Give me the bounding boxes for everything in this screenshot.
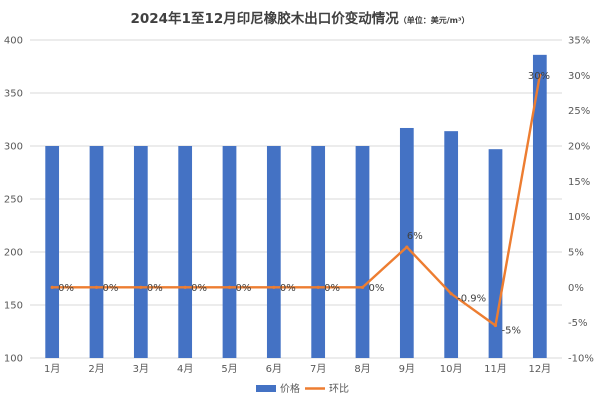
x-tick-label: 1月 — [44, 363, 60, 375]
legend: 价格 环比 — [256, 382, 349, 395]
x-tick-label: 10月 — [440, 363, 463, 375]
line-point — [94, 285, 99, 289]
x-tick-label: 9月 — [399, 363, 415, 375]
x-tick-label: 3月 — [133, 363, 149, 375]
bar — [133, 146, 148, 358]
y-left-tick-label: 150 — [4, 301, 23, 312]
chart-title: 2024年1至12月印尼橡胶木出口价变动情况（单位：美元/m³） — [130, 10, 469, 27]
legend-label-line: 环比 — [329, 383, 349, 395]
y-left-tick-label: 100 — [4, 354, 23, 365]
x-tick-label: 12月 — [528, 363, 551, 375]
bar — [311, 146, 326, 358]
bar — [45, 146, 60, 358]
line-point — [183, 285, 187, 289]
bar — [355, 146, 370, 358]
y-right-tick-label: -5% — [568, 318, 587, 329]
y-left-tick-label: 300 — [4, 142, 23, 153]
line-point — [227, 285, 232, 289]
x-tick-label: 11月 — [484, 363, 507, 375]
y-left-tick-label: 200 — [4, 248, 23, 259]
bar — [532, 54, 547, 359]
legend-label-bar: 价格 — [280, 382, 300, 395]
x-tick-label: 7月 — [310, 363, 326, 375]
line-data-label: 0% — [191, 283, 207, 294]
axes: 100 150 200 250 300 350 400 -10% -5% 0% 5% 10% 15% 20… — [4, 36, 594, 376]
gridlines — [30, 39, 562, 359]
line-series — [50, 73, 542, 328]
y-left-tick-label: 350 — [4, 89, 23, 100]
line-point — [449, 292, 453, 296]
line-data-label: 0% — [324, 283, 340, 294]
line-data-label: 0% — [280, 283, 296, 294]
y-right-tick-label: 35% — [568, 36, 590, 47]
line-point — [493, 323, 498, 328]
line-data-label: 0% — [58, 283, 74, 294]
line-data-label: 30% — [528, 71, 550, 82]
bar — [89, 146, 104, 358]
bar — [444, 131, 459, 358]
chart-title-unit: （单位：美元/m³） — [399, 15, 470, 25]
y-right-tick-label: 30% — [568, 71, 590, 82]
line-data-label: -5% — [502, 325, 521, 336]
y-right-tick-label: 25% — [568, 106, 590, 117]
line-point — [272, 285, 276, 289]
line-data-label: 0% — [369, 283, 385, 294]
line-point — [405, 245, 409, 249]
y-right-tick-label: 0% — [568, 283, 584, 294]
line-point — [538, 73, 542, 77]
y-right-tick-label: 10% — [568, 212, 590, 223]
line-data-label: -0.9% — [457, 294, 486, 305]
bar — [266, 146, 281, 358]
line-point — [316, 285, 320, 289]
x-tick-label: 2月 — [88, 363, 104, 375]
y-left-tick-label: 400 — [4, 36, 23, 47]
line-point — [50, 285, 54, 289]
y-right-tick-label: 15% — [568, 177, 590, 188]
chart-title-main: 2024年1至12月印尼橡胶木出口价变动情况 — [130, 10, 399, 27]
bar — [399, 127, 414, 358]
y-right-tick-label: 20% — [568, 142, 590, 153]
line-data-label: 6% — [407, 231, 423, 242]
line-data-label: 0% — [147, 283, 163, 294]
line-point — [139, 285, 143, 289]
line-path — [50, 74, 542, 327]
line-point — [360, 285, 365, 289]
y-right-tick-label: 5% — [568, 248, 584, 259]
x-tick-label: 4月 — [177, 363, 193, 375]
line-data-label: 0% — [236, 283, 252, 294]
x-tick-label: 5月 — [221, 363, 237, 375]
bar — [178, 146, 193, 358]
line-data-label: 0% — [103, 283, 119, 294]
x-tick-label: 8月 — [354, 363, 370, 375]
y-left-tick-label: 250 — [4, 195, 23, 206]
data-labels: 0% 0% 0% 0% 0% 0% 0% 0% 6% -0.9% -5% 30% — [58, 71, 550, 337]
bar-series — [45, 54, 547, 359]
bar — [222, 146, 237, 358]
y-right-tick-label: -10% — [568, 354, 594, 365]
x-tick-label: 6月 — [266, 363, 282, 375]
legend-swatch-bar — [256, 385, 276, 392]
